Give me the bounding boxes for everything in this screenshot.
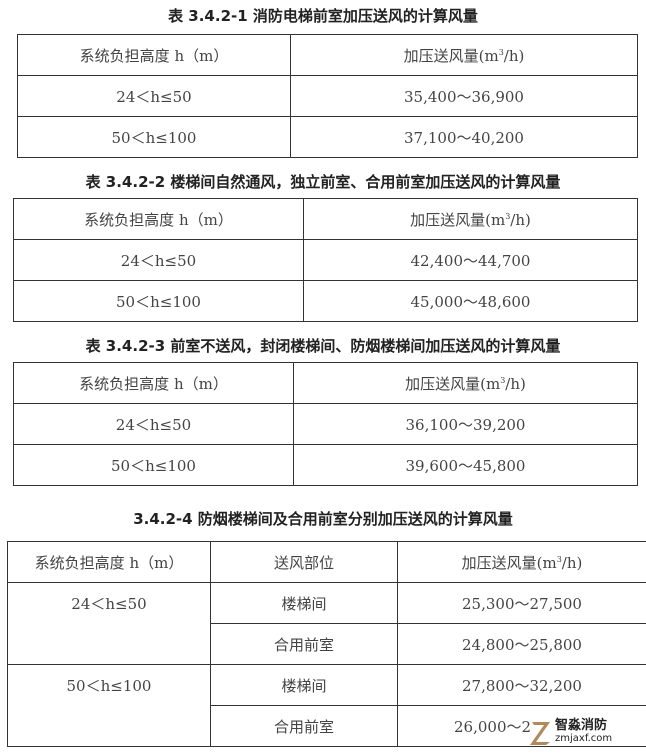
table-row: 24＜h≤50 35,400～36,900	[17, 75, 638, 117]
table-row: 50＜h≤100 楼梯间 27,800～32,200	[7, 664, 646, 747]
table-header-row: 系统负担高度 h（m） 加压送风量(m3/h)	[13, 362, 638, 404]
table-row: 50＜h≤100 37,100～40,200	[17, 116, 638, 158]
table-row: 合用前室 24,800～25,800	[8, 623, 646, 665]
table-header-row: 系统负担高度 h（m） 送风部位 加压送风量(m3/h)	[7, 541, 646, 583]
table-1-title: 表 3.4.2-1 消防电梯前室加压送风的计算风量	[168, 7, 478, 25]
table-1: 系统负担高度 h（m） 加压送风量(m3/h) 24＜h≤50 35,400～36…	[17, 34, 638, 158]
table-4-title: 3.4.2-4 防烟楼梯间及合用前室分别加压送风的计算风量	[133, 510, 513, 528]
watermark: 智淼消防 zmjaxf.com	[530, 718, 612, 746]
table-header-row: 系统负担高度 h（m） 加压送风量(m3/h)	[17, 34, 638, 76]
header-airflow: 加压送风量(m3/h)	[290, 34, 638, 76]
table-row: 24＜h≤50 36,100～39,200	[13, 403, 638, 445]
table-row: 50＜h≤100 45,000～48,600	[13, 280, 638, 322]
table-4: 系统负担高度 h（m） 送风部位 加压送风量(m3/h) 24＜h≤50 楼梯间…	[7, 541, 646, 747]
header-height: 系统负担高度 h（m）	[17, 34, 291, 76]
table-2: 系统负担高度 h（m） 加压送风量(m3/h) 24＜h≤50 42,400～44…	[13, 198, 638, 322]
table-3: 系统负担高度 h（m） 加压送风量(m3/h) 24＜h≤50 36,100～39…	[13, 362, 638, 486]
table-row: 50＜h≤100 39,600～45,800	[13, 444, 638, 486]
watermark-logo-icon	[530, 722, 550, 745]
table-row: 24＜h≤50 42,400～44,700	[13, 239, 638, 281]
table-header-row: 系统负担高度 h（m） 加压送风量(m3/h)	[13, 198, 638, 240]
table-3-title: 表 3.4.2-3 前室不送风，封闭楼梯间、防烟楼梯间加压送风的计算风量	[85, 337, 561, 355]
table-2-title: 表 3.4.2-2 楼梯间自然通风，独立前室、合用前室加压送风的计算风量	[85, 173, 561, 191]
table-row: 24＜h≤50 楼梯间 25,300～27,500	[7, 582, 646, 665]
table-row: 合用前室 26,000～2	[8, 705, 646, 747]
